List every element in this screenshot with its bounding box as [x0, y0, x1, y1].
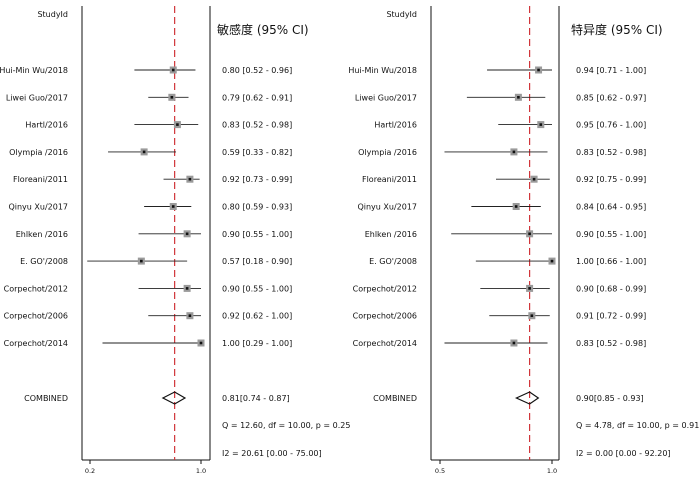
study-estimate-text: 0.83 [0.52 - 0.98]	[576, 148, 646, 157]
study-estimate-text: 0.90 [0.55 - 1.00]	[222, 284, 292, 293]
study-label: Hartl/2016	[374, 121, 417, 130]
study-point-estimate	[185, 287, 189, 290]
study-estimate-text: 0.90 [0.55 - 1.00]	[222, 230, 292, 239]
combined-label: COMBINED	[24, 394, 68, 403]
study-point-estimate	[185, 232, 189, 236]
study-point-estimate	[512, 150, 516, 154]
estimate-column-header: 敏感度 (95% CI)	[217, 22, 309, 37]
study-label: Hui-Min Wu/2018	[0, 66, 68, 75]
study-point-estimate	[550, 259, 554, 263]
study-label: Floreani/2011	[13, 175, 68, 184]
x-tick-label-min: 0.5	[435, 467, 445, 475]
i2-stats: I2 = 0.00 [0.00 - 92.20]	[576, 449, 671, 458]
study-point-estimate	[528, 287, 531, 290]
study-label: Hui-Min Wu/2018	[348, 66, 417, 75]
combined-label: COMBINED	[373, 394, 417, 403]
study-estimate-text: 0.90 [0.55 - 1.00]	[576, 230, 646, 239]
study-point-estimate	[171, 205, 175, 208]
study-estimate-text: 1.00 [0.66 - 1.00]	[576, 257, 646, 266]
study-label: Hartl/2016	[25, 121, 68, 130]
study-estimate-text: 0.94 [0.71 - 1.00]	[576, 66, 646, 75]
study-point-estimate	[142, 150, 146, 154]
study-estimate-text: 1.00 [0.29 - 1.00]	[222, 339, 292, 348]
study-estimate-text: 0.57 [0.18 - 0.90]	[222, 257, 292, 266]
heterogeneity-stats: Q = 12.60, df = 10.00, p = 0.25	[222, 421, 350, 430]
study-label: Corpechot/2006	[4, 312, 68, 321]
study-point-estimate	[514, 205, 518, 208]
study-label: Qinyu Xu/2017	[357, 203, 417, 212]
estimate-column-header: 特异度 (95% CI)	[571, 22, 663, 37]
combined-diamond	[161, 391, 187, 405]
study-label: Liwei Guo/2017	[355, 93, 417, 102]
study-label: Olympia /2016	[9, 148, 68, 157]
forest-panel-specificity: 0.5 1.0 StudyId 特异度 (95% CI) Hui-Min Wu/2018…	[348, 6, 699, 475]
study-estimate-text: 0.95 [0.76 - 1.00]	[576, 121, 646, 130]
x-tick-label-max: 1.0	[547, 467, 557, 475]
x-tick-label-min: 0.2	[85, 467, 95, 475]
forest-panel-sensitivity: 0.2 1.0 StudyId 敏感度 (95% CI) Hui-Min Wu/2018…	[0, 6, 350, 475]
study-label: Corpechot/2012	[4, 284, 68, 293]
study-column-header: StudyId	[386, 10, 417, 19]
study-estimate-text: 0.83 [0.52 - 0.98]	[222, 121, 292, 130]
study-point-estimate	[537, 68, 540, 72]
i2-stats: I2 = 20.61 [0.00 - 75.00]	[222, 449, 322, 458]
study-point-estimate	[188, 177, 192, 181]
study-label: Ehlken /2016	[16, 230, 68, 239]
study-estimate-text: 0.85 [0.62 - 0.97]	[576, 93, 646, 102]
study-estimate-text: 0.92 [0.73 - 0.99]	[222, 175, 292, 184]
study-estimate-text: 0.90 [0.68 - 0.99]	[576, 284, 646, 293]
study-estimate-text: 0.92 [0.75 - 0.99]	[576, 175, 646, 184]
study-label: Corpechot/2014	[353, 339, 417, 348]
study-point-estimate	[532, 177, 536, 181]
combined-estimate-text: 0.90[0.85 - 0.93]	[576, 394, 644, 403]
study-label: Qinyu Xu/2017	[8, 203, 68, 212]
study-label: E. GO'/2008	[369, 257, 417, 266]
study-estimate-text: 0.59 [0.33 - 0.82]	[222, 148, 292, 157]
study-column-header: StudyId	[37, 10, 68, 19]
study-point-estimate	[517, 96, 520, 99]
study-estimate-text: 0.79 [0.62 - 0.91]	[222, 93, 292, 102]
x-tick-label-max: 1.0	[196, 467, 206, 475]
combined-estimate-text: 0.81[0.74 - 0.87]	[222, 394, 290, 403]
study-estimate-text: 0.84 [0.64 - 0.95]	[576, 203, 646, 212]
study-point-estimate	[171, 68, 175, 72]
study-point-estimate	[528, 232, 531, 236]
study-label: Ehlken /2016	[365, 230, 417, 239]
study-label: Olympia /2016	[358, 148, 417, 157]
study-label: Corpechot/2014	[4, 339, 68, 348]
study-estimate-text: 0.83 [0.52 - 0.98]	[576, 339, 646, 348]
study-point-estimate	[512, 341, 516, 345]
study-estimate-text: 0.80 [0.52 - 0.96]	[222, 66, 292, 75]
study-label: Liwei Guo/2017	[6, 93, 68, 102]
heterogeneity-stats: Q = 4.78, df = 10.00, p = 0.91	[576, 421, 699, 430]
study-label: E. GO'/2008	[20, 257, 68, 266]
study-estimate-text: 0.91 [0.72 - 0.99]	[576, 312, 646, 321]
study-point-estimate	[199, 341, 203, 345]
study-point-estimate	[530, 314, 534, 317]
study-point-estimate	[539, 123, 543, 126]
study-point-estimate	[188, 314, 192, 317]
study-point-estimate	[140, 259, 143, 263]
study-label: Corpechot/2012	[353, 284, 417, 293]
study-estimate-text: 0.80 [0.59 - 0.93]	[222, 203, 292, 212]
study-point-estimate	[170, 96, 174, 99]
combined-diamond	[514, 391, 540, 405]
study-label: Floreani/2011	[362, 175, 417, 184]
study-label: Corpechot/2006	[353, 312, 417, 321]
study-estimate-text: 0.92 [0.62 - 1.00]	[222, 312, 292, 321]
study-point-estimate	[176, 123, 179, 126]
